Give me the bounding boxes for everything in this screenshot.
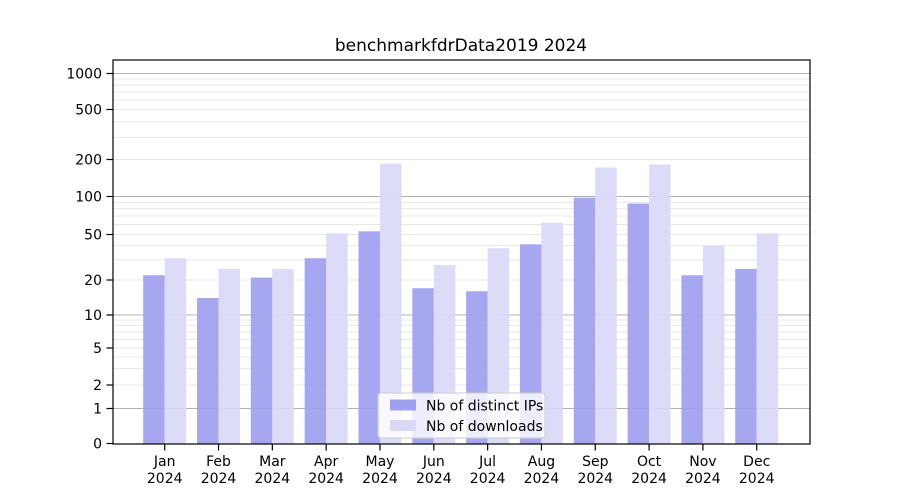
bar-ips-may [358,231,380,444]
bar-downloads-aug [541,222,563,444]
y-tick-label: 0 [93,437,102,453]
x-tick-label: Jul 2024 [470,454,506,487]
x-tick-label: Sep 2024 [577,454,613,487]
bar-ips-sep [573,197,596,444]
x-tick-label: Oct 2024 [631,454,667,487]
y-tick-label: 1 [93,402,102,418]
bar-downloads-apr [326,233,348,444]
x-tick-label: Jun 2024 [416,454,452,487]
legend-swatch-distinct-ips [390,399,416,411]
bar-ips-feb [197,298,219,444]
bar-downloads-nov [702,245,725,444]
bar-ips-nov [681,275,703,444]
legend-box [377,392,546,439]
y-tick-label: 10 [84,308,102,324]
chart-title: benchmarkfdrData2019 2024 [335,36,587,56]
y-tick-label: 20 [84,273,102,289]
x-tick-label: Aug 2024 [524,454,560,487]
bar-downloads-mar [272,268,294,444]
legend-label-downloads: Nb of downloads [426,419,543,435]
plot-frame [112,59,811,445]
bar-ips-jan [143,275,165,444]
bar-downloads-sep [595,167,617,444]
bar-downloads-oct [649,164,671,444]
x-tick-label: Apr 2024 [308,454,344,487]
y-tick-label: 5 [93,341,102,357]
y-axis: 0 1 2 5 10 20 50 100 200 500 1000 [66,67,113,453]
bar-downloads-jan [164,258,187,444]
y-tick-label: 200 [75,153,102,169]
x-axis: Jan 2024 Feb 2024 Mar 2024 Apr 2024 May 2024 Jun 20… [147,444,775,487]
bar-downloads-dec [756,233,779,444]
x-tick-label: Mar 2024 [255,454,291,487]
bar-ips-dec [735,268,757,444]
x-tick-label: Dec 2024 [739,454,775,487]
x-tick-label: Nov 2024 [685,454,721,487]
bar-downloads-may [379,163,402,444]
bar-ips-mar [250,277,273,444]
legend-swatch-downloads [390,420,416,431]
x-tick-label: Jan 2024 [147,454,183,487]
bar-downloads-feb [218,268,241,444]
y-tick-label: 50 [84,228,102,244]
x-tick-label: May 2024 [362,454,398,487]
y-tick-label: 100 [75,190,102,206]
y-tick-label: 500 [75,103,102,119]
x-tick-label: Feb 2024 [201,454,237,487]
y-tick-label: 1000 [66,67,102,83]
bar-ips-oct [627,203,650,444]
legend: Nb of distinct IPs Nb of downloads [377,392,546,439]
y-tick-label: 2 [93,378,102,394]
bar-ips-apr [304,258,327,444]
legend-label-distinct-ips: Nb of distinct IPs [426,399,543,415]
